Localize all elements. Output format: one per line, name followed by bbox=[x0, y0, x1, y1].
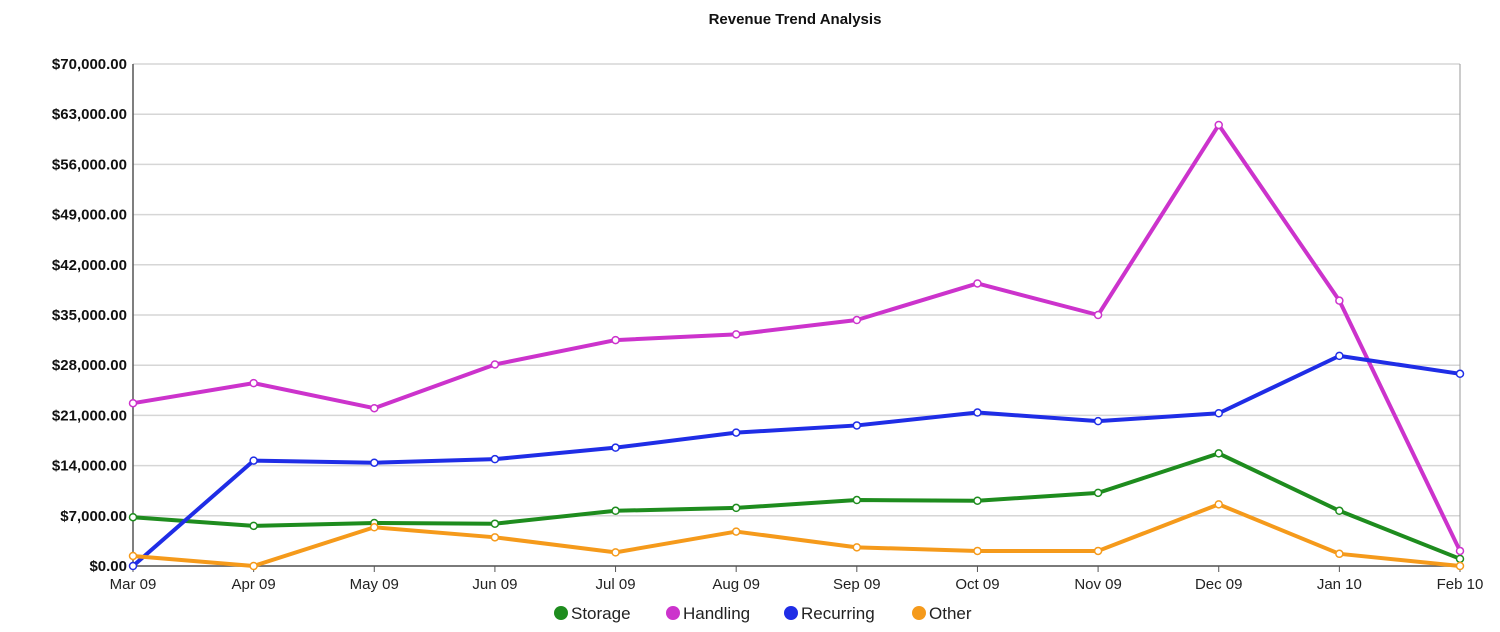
data-point-handling[interactable] bbox=[611, 335, 620, 345]
data-point-other[interactable] bbox=[249, 561, 258, 571]
data-point-storage[interactable] bbox=[490, 519, 500, 528]
grid-lines bbox=[133, 63, 1460, 567]
x-tick-label: Nov 09 bbox=[1074, 576, 1122, 593]
data-point-storage[interactable] bbox=[852, 495, 862, 505]
x-axis: Mar 09 Apr 09 May 09 Jun 09 Jul 09 Aug 09 Sep … bbox=[110, 566, 1484, 593]
x-tick-label: Apr 09 bbox=[232, 576, 276, 593]
data-point-other[interactable] bbox=[731, 527, 741, 536]
data-point-storage[interactable] bbox=[128, 512, 138, 522]
data-point-recurring[interactable] bbox=[731, 428, 741, 437]
x-tick-label: Mar 09 bbox=[110, 576, 157, 593]
plot-frame bbox=[132, 64, 1461, 567]
data-point-other[interactable] bbox=[1214, 500, 1223, 509]
y-tick-label: $63,000.00 bbox=[52, 106, 127, 123]
data-point-recurring[interactable] bbox=[1214, 408, 1223, 418]
x-tick-label: Sep 09 bbox=[833, 576, 881, 593]
data-point-storage[interactable] bbox=[731, 503, 741, 513]
data-point-recurring[interactable] bbox=[973, 408, 982, 417]
data-point-other[interactable] bbox=[611, 548, 620, 557]
data-point-recurring[interactable] bbox=[249, 456, 258, 465]
x-tick-label: Aug 09 bbox=[712, 576, 760, 593]
y-tick-label: $56,000.00 bbox=[52, 156, 127, 173]
series-line-other bbox=[131, 502, 1462, 568]
data-point-handling[interactable] bbox=[249, 378, 258, 388]
legend-label: Other bbox=[929, 604, 972, 623]
x-tick-label: Oct 09 bbox=[955, 576, 999, 593]
series-recurring bbox=[128, 351, 1465, 571]
legend-item-storage[interactable]: Storage bbox=[554, 604, 631, 623]
data-point-storage[interactable] bbox=[611, 506, 620, 516]
data-point-other[interactable] bbox=[852, 543, 862, 552]
data-point-storage[interactable] bbox=[249, 521, 258, 531]
data-point-handling[interactable] bbox=[1455, 546, 1465, 556]
data-point-other[interactable] bbox=[370, 523, 379, 532]
data-point-handling[interactable] bbox=[1093, 310, 1103, 320]
y-axis: $0.00 $7,000.00 $14,000.00 $21,000.00 $28,00… bbox=[52, 56, 127, 575]
legend-swatch bbox=[912, 606, 926, 620]
data-point-recurring[interactable] bbox=[490, 454, 500, 464]
series-handling bbox=[128, 120, 1465, 556]
data-point-recurring[interactable] bbox=[128, 561, 138, 571]
data-point-recurring[interactable] bbox=[1455, 369, 1465, 379]
data-point-storage[interactable] bbox=[1214, 449, 1223, 458]
data-point-other[interactable] bbox=[490, 533, 500, 542]
y-tick-label: $35,000.00 bbox=[52, 307, 127, 324]
legend-swatch bbox=[666, 606, 680, 620]
y-tick-label: $0.00 bbox=[89, 558, 127, 575]
data-point-other[interactable] bbox=[128, 551, 138, 561]
data-point-other[interactable] bbox=[1335, 549, 1344, 559]
series-other bbox=[128, 500, 1465, 571]
data-point-recurring[interactable] bbox=[1093, 416, 1103, 426]
x-tick-label: Dec 09 bbox=[1195, 576, 1243, 593]
series-lines bbox=[128, 120, 1465, 571]
y-tick-label: $14,000.00 bbox=[52, 458, 127, 475]
y-tick-label: $28,000.00 bbox=[52, 357, 127, 374]
legend-item-recurring[interactable]: Recurring bbox=[784, 604, 875, 623]
data-point-handling[interactable] bbox=[973, 279, 982, 288]
data-point-handling[interactable] bbox=[1214, 120, 1223, 130]
data-point-storage[interactable] bbox=[1455, 554, 1465, 564]
data-point-storage[interactable] bbox=[1093, 488, 1103, 498]
data-point-handling[interactable] bbox=[731, 330, 741, 339]
data-point-storage[interactable] bbox=[973, 496, 982, 505]
data-point-handling[interactable] bbox=[852, 315, 862, 325]
legend-swatch bbox=[554, 606, 568, 620]
data-point-other[interactable] bbox=[1455, 561, 1465, 571]
legend-label: Storage bbox=[571, 604, 631, 623]
y-tick-label: $21,000.00 bbox=[52, 407, 127, 424]
y-tick-label: $70,000.00 bbox=[52, 56, 127, 73]
data-point-recurring[interactable] bbox=[611, 443, 620, 452]
series-line-handling bbox=[131, 122, 1462, 553]
data-point-other[interactable] bbox=[973, 546, 982, 556]
data-point-storage[interactable] bbox=[1335, 506, 1344, 516]
series-line-storage bbox=[131, 451, 1462, 561]
x-tick-label: Jan 10 bbox=[1317, 576, 1362, 593]
series-line-recurring bbox=[131, 353, 1462, 568]
legend-label: Recurring bbox=[801, 604, 875, 623]
legend-item-other[interactable]: Other bbox=[912, 604, 972, 623]
data-point-handling[interactable] bbox=[490, 360, 500, 369]
data-point-handling[interactable] bbox=[128, 398, 138, 408]
y-tick-label: $42,000.00 bbox=[52, 257, 127, 274]
series-storage bbox=[128, 449, 1465, 564]
x-tick-label: May 09 bbox=[350, 576, 399, 593]
legend-item-handling[interactable]: Handling bbox=[666, 604, 750, 623]
data-point-other[interactable] bbox=[1093, 546, 1103, 556]
data-point-handling[interactable] bbox=[1335, 296, 1344, 305]
x-tick-label: Feb 10 bbox=[1437, 576, 1484, 593]
data-point-recurring[interactable] bbox=[370, 458, 379, 467]
y-tick-label: $7,000.00 bbox=[60, 508, 127, 525]
data-point-recurring[interactable] bbox=[852, 421, 862, 430]
legend: Storage Handling Recurring Other bbox=[554, 604, 972, 623]
legend-swatch bbox=[784, 606, 798, 620]
legend-label: Handling bbox=[683, 604, 750, 623]
x-tick-label: Jul 09 bbox=[596, 576, 636, 593]
chart-title: Revenue Trend Analysis bbox=[709, 11, 882, 28]
x-tick-label: Jun 09 bbox=[472, 576, 517, 593]
data-point-recurring[interactable] bbox=[1335, 351, 1344, 361]
data-point-handling[interactable] bbox=[370, 403, 379, 413]
y-tick-label: $49,000.00 bbox=[52, 207, 127, 224]
